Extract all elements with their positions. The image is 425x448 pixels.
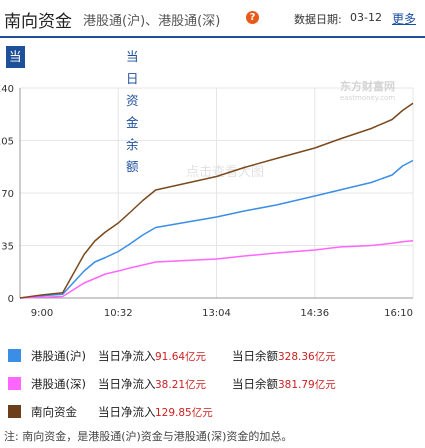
legend-name: 港股通(沪) (31, 349, 86, 363)
x-tick-label: 13:04 (202, 308, 231, 319)
legend-name: 南向资金 (31, 405, 77, 419)
legend-name: 港股通(深) (31, 377, 86, 391)
y-tick-label: 140 (0, 84, 14, 95)
tab-daily-flow[interactable]: 当日资金流向 (6, 46, 25, 174)
legend-swatch-south (8, 405, 21, 418)
legend-balance-label: 当日余额 (232, 349, 278, 363)
legend-row-sh: 港股通(沪) 当日净流入 91.64亿元 当日余额 328.36亿元 (0, 346, 425, 366)
x-tick-label: 10:32 (104, 308, 133, 319)
watermark-center: 点击查看大图 (186, 164, 264, 180)
header-divider (0, 36, 425, 38)
legend-swatch-sh (8, 349, 21, 362)
legend-flow-label: 当日净流入 (98, 377, 156, 391)
tab-daily-balance[interactable]: 当日资金余额 (126, 49, 139, 174)
page-title: 南向资金 (4, 12, 72, 32)
date-label: 数据日期: (294, 13, 342, 26)
legend-flow-value: 129.85亿元 (155, 407, 213, 419)
flow-chart[interactable]: 0 35 70 105 140 9:00 10:32 13:04 14:36 16:10 东方财富网… (0, 78, 425, 328)
legend-swatch-sz (8, 377, 21, 390)
legend-flow-value: 91.64亿元 (155, 351, 207, 363)
header-bar: 南向资金 港股通(沪)、港股通(深) ? 数据日期: 03-12 更多 (0, 0, 425, 34)
series-line-1 (19, 239, 414, 299)
x-tick-label: 9:00 (31, 308, 53, 319)
legend-flow-label: 当日净流入 (98, 405, 156, 419)
legend-flow-label: 当日净流入 (98, 349, 156, 363)
page-subtitle: 港股通(沪)、港股通(深) (83, 14, 221, 29)
flow-chart-svg: 0 35 70 105 140 9:00 10:32 13:04 14:36 16:10 东方财富网… (0, 79, 414, 319)
legend-balance-value: 381.79亿元 (278, 379, 336, 391)
date-value: 03-12 (350, 11, 382, 24)
more-link[interactable]: 更多 (392, 12, 417, 26)
y-tick-label: 70 (1, 189, 14, 200)
watermark-url: eastmoney.com (340, 94, 395, 102)
legend-balance-label: 当日余额 (232, 377, 278, 391)
y-tick-label: 35 (1, 242, 14, 253)
x-tick-label: 16:10 (384, 308, 413, 319)
y-tick-label: 0 (8, 294, 14, 305)
series-line-2 (19, 102, 414, 299)
legend-row-sz: 港股通(深) 当日净流入 38.21亿元 当日余额 381.79亿元 (0, 374, 425, 394)
legend-row-south: 南向资金 当日净流入 129.85亿元 (0, 402, 425, 422)
y-tick-label: 105 (0, 137, 14, 148)
watermark-brand: 东方财富网 (340, 79, 395, 93)
series-line-0 (19, 159, 414, 299)
x-tick-label: 14:36 (300, 308, 329, 319)
help-icon[interactable]: ? (246, 11, 259, 24)
footnote: 注: 南向资金，是港股通(沪)资金与港股通(深)资金的加总。 (4, 430, 293, 443)
legend-balance-value: 328.36亿元 (278, 351, 336, 363)
legend-flow-value: 38.21亿元 (155, 379, 207, 391)
